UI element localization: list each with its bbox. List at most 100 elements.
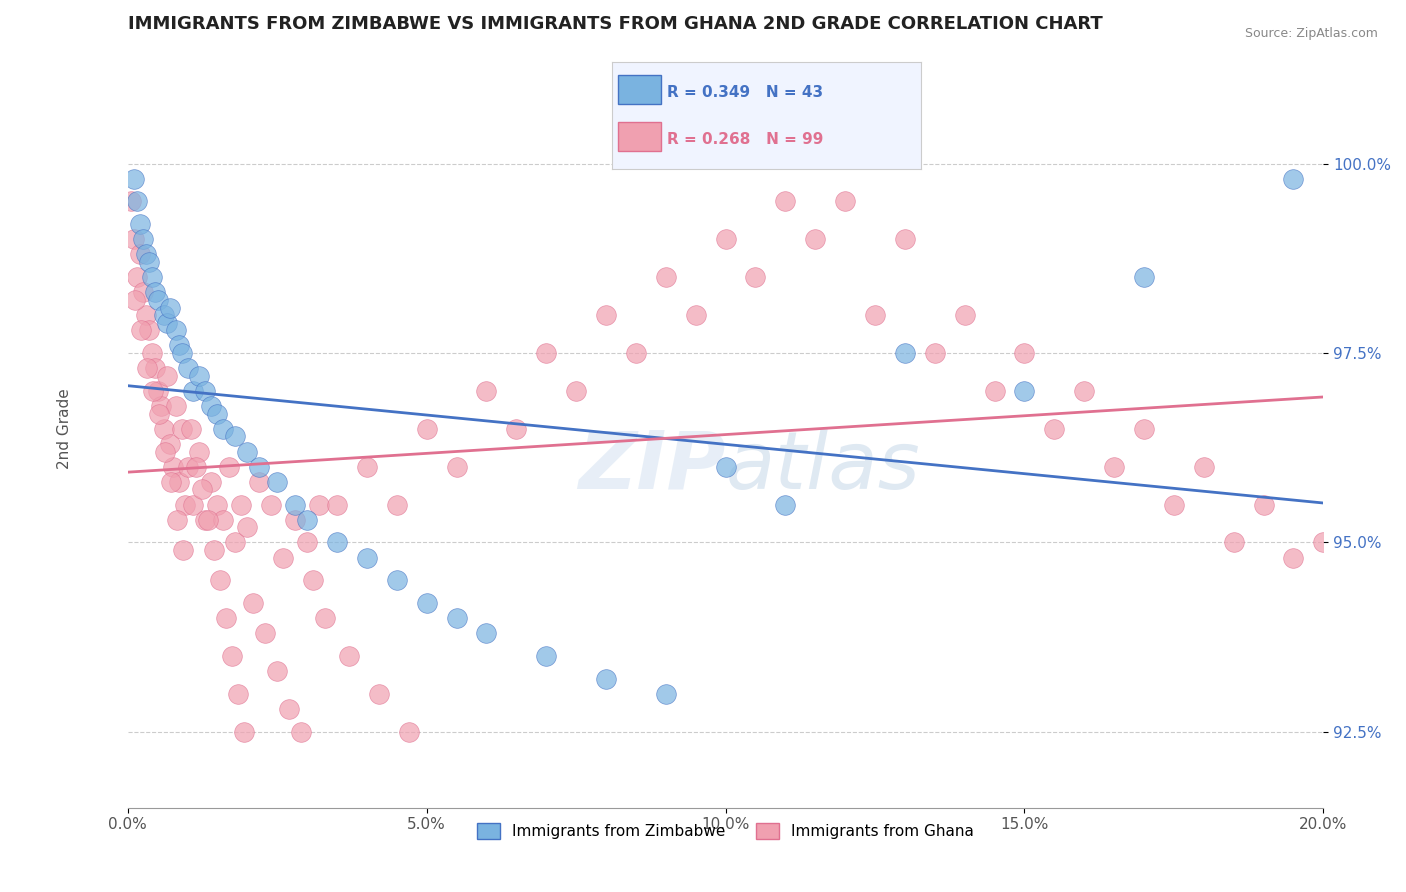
Point [167, 338, 190, 352]
Point [1133, 270, 1156, 285]
Point [212, 422, 235, 436]
Text: ZIP: ZIP [578, 427, 725, 506]
FancyBboxPatch shape [617, 122, 661, 152]
Point [1102, 459, 1125, 474]
Point [200, 475, 222, 489]
Point [194, 384, 217, 398]
Point [170, 346, 193, 360]
Point [295, 535, 318, 549]
Point [302, 574, 325, 588]
Point [129, 323, 152, 337]
Point [197, 513, 219, 527]
Point [231, 498, 253, 512]
Point [278, 702, 301, 716]
Point [326, 498, 349, 512]
Point [415, 422, 437, 436]
Point [236, 444, 259, 458]
Point [122, 232, 145, 246]
Point [271, 550, 294, 565]
Point [176, 459, 198, 474]
Point [131, 285, 153, 300]
FancyBboxPatch shape [617, 75, 661, 104]
Point [1312, 535, 1334, 549]
Point [595, 672, 617, 686]
Point [475, 626, 498, 640]
Point [162, 459, 184, 474]
Point [138, 255, 160, 269]
Point [135, 247, 157, 261]
Point [146, 293, 169, 307]
Point [143, 285, 166, 300]
Point [266, 665, 288, 679]
Point [654, 687, 676, 701]
Point [172, 543, 194, 558]
Point [179, 422, 201, 436]
Point [233, 725, 256, 739]
Point [1073, 384, 1095, 398]
Point [143, 361, 166, 376]
Point [207, 407, 229, 421]
Point [141, 346, 163, 360]
Point [202, 543, 225, 558]
Y-axis label: 2nd Grade: 2nd Grade [58, 388, 72, 469]
Point [475, 384, 498, 398]
Point [744, 270, 766, 285]
Point [654, 270, 676, 285]
Point [183, 384, 205, 398]
Point [398, 725, 420, 739]
Point [308, 498, 330, 512]
Point [260, 498, 283, 512]
Point [122, 171, 145, 186]
Point [1192, 459, 1215, 474]
Point [221, 649, 243, 664]
Point [326, 535, 349, 549]
Point [863, 308, 886, 322]
Point [191, 483, 214, 497]
Point [385, 574, 408, 588]
Point [1282, 550, 1305, 565]
Point [295, 513, 318, 527]
Point [356, 459, 378, 474]
Point [165, 399, 187, 413]
Point [1163, 498, 1185, 512]
Point [159, 301, 181, 315]
Point [152, 422, 174, 436]
Point [1043, 422, 1066, 436]
Text: R = 0.268   N = 99: R = 0.268 N = 99 [668, 132, 824, 147]
Point [595, 308, 617, 322]
Point [146, 384, 169, 398]
Point [166, 513, 188, 527]
Point [367, 687, 389, 701]
Point [505, 422, 527, 436]
Point [200, 399, 222, 413]
Point [1253, 498, 1275, 512]
Point [218, 459, 240, 474]
Point [894, 346, 917, 360]
Point [188, 368, 211, 383]
Point [125, 270, 148, 285]
Point [152, 308, 174, 322]
Point [983, 384, 1005, 398]
Legend: Immigrants from Zimbabwe, Immigrants from Ghana: Immigrants from Zimbabwe, Immigrants fro… [471, 817, 980, 846]
Point [131, 232, 153, 246]
Point [149, 399, 172, 413]
Point [228, 687, 250, 701]
Point [247, 459, 270, 474]
Point [775, 194, 797, 209]
Point [173, 498, 195, 512]
Point [356, 550, 378, 565]
Point [534, 649, 557, 664]
Point [141, 270, 163, 285]
Point [155, 368, 177, 383]
Point [124, 293, 146, 307]
Text: atlas: atlas [725, 427, 921, 506]
Point [1014, 384, 1036, 398]
Point [138, 323, 160, 337]
Text: Source: ZipAtlas.com: Source: ZipAtlas.com [1244, 27, 1378, 40]
Point [894, 232, 917, 246]
Point [254, 626, 277, 640]
Point [624, 346, 647, 360]
Point [186, 459, 208, 474]
Point [266, 475, 288, 489]
Point [128, 247, 150, 261]
